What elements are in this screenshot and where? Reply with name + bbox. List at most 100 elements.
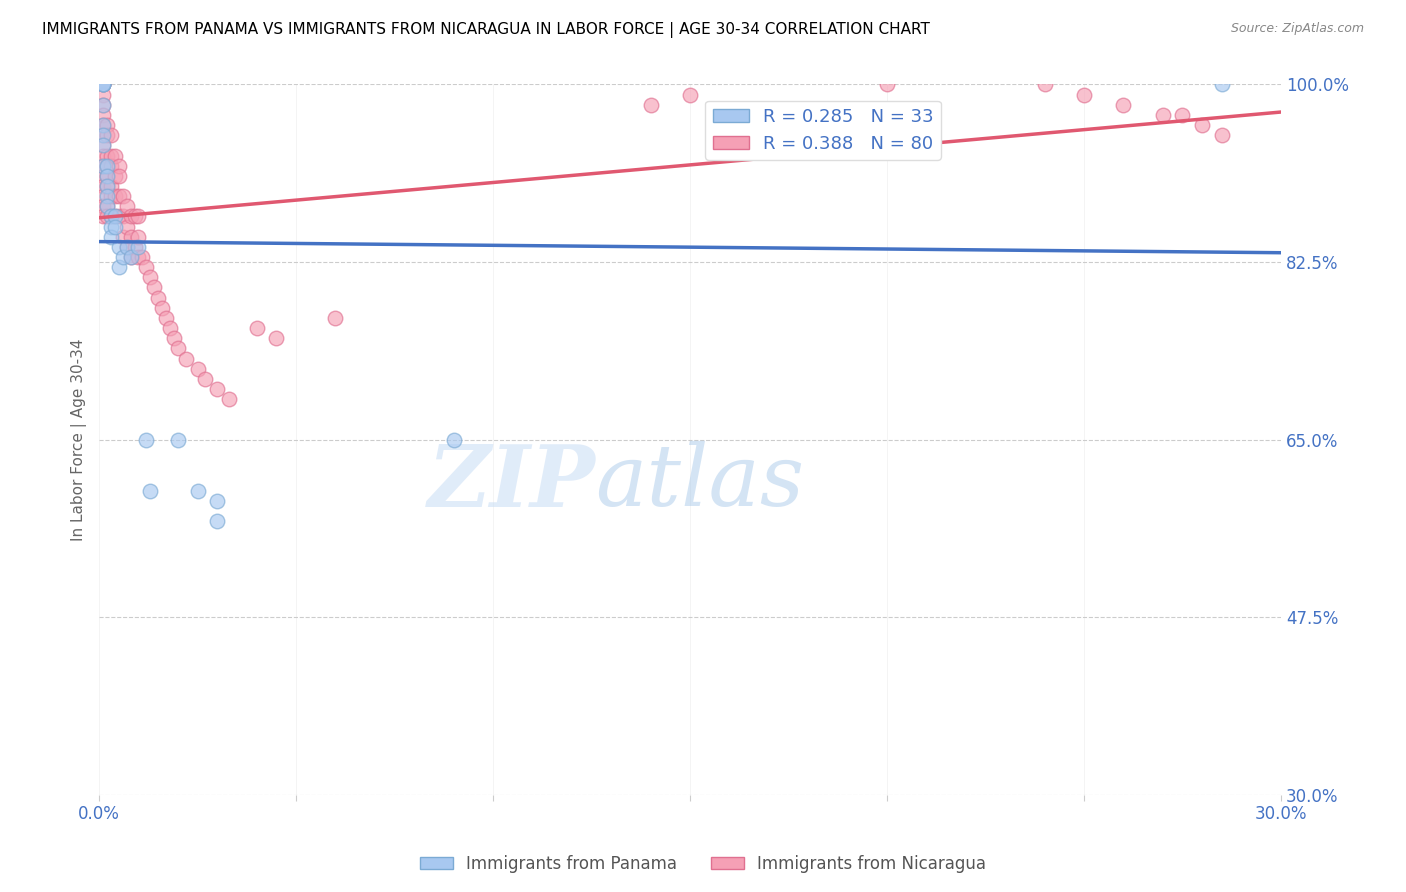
Point [127, 240, 149, 254]
Point [96, 169, 118, 183]
Point [1211, 128, 1233, 143]
Point [115, 219, 138, 234]
Point [246, 321, 269, 335]
Point [159, 321, 181, 335]
Point [96, 159, 118, 173]
Point [91, 118, 114, 132]
Point [91, 148, 114, 162]
Point [91, 189, 114, 203]
Point [107, 159, 129, 173]
Point [131, 250, 153, 264]
Point [104, 210, 127, 224]
Point [96, 118, 118, 132]
Point [100, 178, 122, 193]
Point [96, 159, 118, 173]
Point [100, 159, 122, 173]
Text: Source: ZipAtlas.com: Source: ZipAtlas.com [1230, 22, 1364, 36]
Point [186, 361, 208, 376]
Point [143, 280, 166, 294]
Point [91, 128, 114, 143]
Point [91, 138, 114, 153]
Text: IMMIGRANTS FROM PANAMA VS IMMIGRANTS FROM NICARAGUA IN LABOR FORCE | AGE 30-34 C: IMMIGRANTS FROM PANAMA VS IMMIGRANTS FRO… [42, 22, 929, 38]
Point [96, 128, 118, 143]
Point [139, 270, 162, 285]
Point [207, 382, 229, 396]
Point [96, 178, 118, 193]
Point [127, 210, 149, 224]
Point [91, 178, 114, 193]
Point [91, 199, 114, 213]
Point [115, 199, 138, 213]
Point [100, 189, 122, 203]
Point [91, 128, 114, 143]
Point [115, 240, 138, 254]
Point [876, 78, 898, 92]
Point [111, 189, 134, 203]
Point [100, 229, 122, 244]
Point [107, 169, 129, 183]
Point [146, 291, 169, 305]
Point [91, 159, 114, 173]
Point [111, 210, 134, 224]
Point [640, 97, 662, 112]
Point [96, 169, 118, 183]
Point [91, 97, 114, 112]
Point [111, 250, 134, 264]
Point [91, 78, 114, 92]
Point [91, 118, 114, 132]
Point [91, 169, 114, 183]
Point [104, 210, 127, 224]
Point [104, 148, 127, 162]
Point [100, 210, 122, 224]
Point [111, 229, 134, 244]
Point [127, 229, 149, 244]
Point [120, 250, 142, 264]
Point [100, 219, 122, 234]
Point [96, 199, 118, 213]
Point [91, 78, 114, 92]
Point [91, 108, 114, 122]
Legend: Immigrants from Panama, Immigrants from Nicaragua: Immigrants from Panama, Immigrants from … [413, 848, 993, 880]
Point [174, 351, 197, 366]
Point [96, 199, 118, 213]
Point [96, 189, 118, 203]
Point [107, 260, 129, 275]
Point [135, 433, 157, 447]
Point [127, 250, 149, 264]
Point [120, 250, 142, 264]
Point [100, 210, 122, 224]
Point [155, 310, 177, 325]
Point [207, 493, 229, 508]
Point [91, 159, 114, 173]
Point [104, 169, 127, 183]
Point [91, 87, 114, 102]
Point [1073, 87, 1095, 102]
Point [207, 514, 229, 528]
Point [96, 210, 118, 224]
Point [1171, 108, 1194, 122]
Point [104, 219, 127, 234]
Point [107, 210, 129, 224]
Point [124, 240, 146, 254]
Point [91, 78, 114, 92]
Point [91, 210, 114, 224]
Point [91, 78, 114, 92]
Point [124, 210, 146, 224]
Text: ZIP: ZIP [427, 441, 596, 524]
Point [135, 260, 157, 275]
Point [443, 433, 465, 447]
Point [1112, 97, 1135, 112]
Point [100, 148, 122, 162]
Point [91, 78, 114, 92]
Point [91, 138, 114, 153]
Point [115, 240, 138, 254]
Point [325, 310, 347, 325]
Point [120, 210, 142, 224]
Text: atlas: atlas [596, 441, 804, 524]
Point [120, 229, 142, 244]
Y-axis label: In Labor Force | Age 30-34: In Labor Force | Age 30-34 [72, 338, 87, 541]
Point [679, 87, 702, 102]
Point [266, 331, 288, 345]
Point [100, 128, 122, 143]
Point [1211, 78, 1233, 92]
